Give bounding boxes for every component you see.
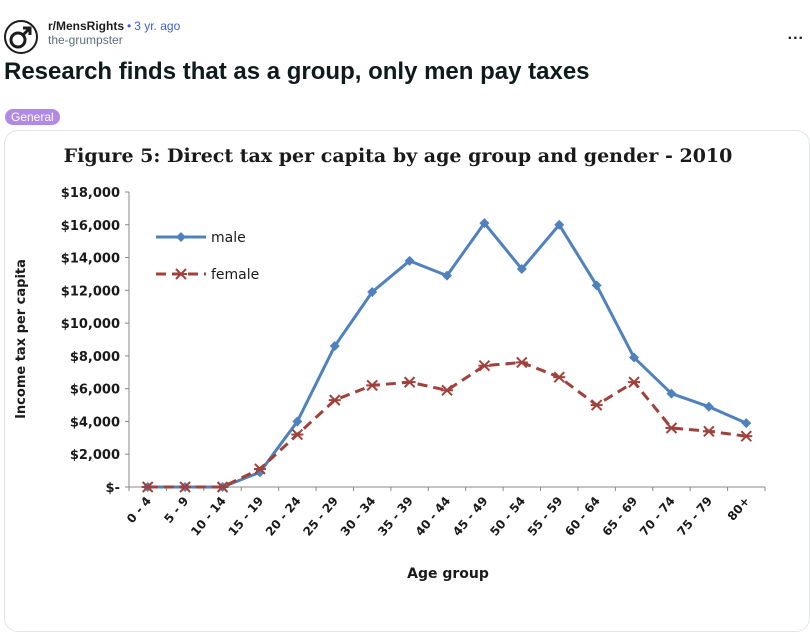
data-point <box>553 371 566 383</box>
series-male <box>142 218 752 492</box>
more-options-button[interactable]: ... <box>787 26 804 43</box>
meta-separator: • <box>127 19 132 33</box>
x-tick-label: 0 - 4 <box>124 494 154 526</box>
y-tick-label: $16,000 <box>61 219 120 234</box>
data-point <box>703 401 714 412</box>
post-meta: r/MensRights • 3 yr. ago the-grumpster <box>48 19 180 47</box>
chart-plot-area <box>141 218 753 493</box>
data-point <box>216 481 229 493</box>
data-point <box>176 232 186 242</box>
data-point <box>329 341 340 352</box>
post-time: 3 yr. ago <box>134 19 181 33</box>
data-point <box>629 352 640 363</box>
y-axis-label: Income tax per capita <box>14 259 29 419</box>
data-point <box>328 394 341 406</box>
data-point <box>702 425 715 437</box>
data-point <box>740 430 753 442</box>
x-tick-label: 70 - 74 <box>637 494 678 539</box>
y-tick-label: $6,000 <box>70 383 120 398</box>
y-tick-label: $2,000 <box>70 448 120 463</box>
data-point <box>441 384 453 397</box>
x-tick-label: 20 - 24 <box>263 494 304 539</box>
x-tick-label: 30 - 34 <box>338 494 379 539</box>
data-point <box>666 388 677 399</box>
data-point <box>367 286 378 297</box>
y-tick-label: $14,000 <box>61 252 120 267</box>
data-point <box>515 356 528 369</box>
subreddit-link[interactable]: r/MensRights <box>48 19 125 33</box>
tax-chart: Figure 5: Direct tax per capita by age g… <box>14 145 766 582</box>
data-point <box>478 360 491 372</box>
x-tick-label: 5 - 9 <box>161 494 191 526</box>
male-symbol-icon[interactable] <box>4 20 38 54</box>
series-line-female <box>147 360 747 489</box>
data-point <box>403 376 416 388</box>
data-point <box>179 481 192 493</box>
data-point <box>175 268 187 280</box>
subreddit-line: r/MensRights • 3 yr. ago <box>48 19 180 33</box>
data-point <box>665 422 678 434</box>
x-tick-label: 80+ <box>725 494 753 524</box>
chart-legend: male female <box>156 230 259 283</box>
data-point <box>141 481 154 493</box>
author-link[interactable]: the-grumpster <box>48 33 123 47</box>
data-point <box>292 416 303 427</box>
x-tick-label: 55 - 59 <box>525 494 566 539</box>
flair-badge[interactable]: General <box>5 109 60 125</box>
y-tick-label: $8,000 <box>70 350 120 365</box>
x-tick-label: 50 - 54 <box>487 494 528 539</box>
x-axis-label: Age group <box>407 566 489 582</box>
data-point <box>479 218 490 229</box>
x-tick-label: 25 - 29 <box>300 494 341 539</box>
data-point <box>741 418 752 429</box>
x-tick-label: 45 - 49 <box>450 494 491 539</box>
data-point <box>516 264 527 275</box>
x-tick-label: 35 - 39 <box>375 494 416 539</box>
y-tick-label: $12,000 <box>61 284 120 299</box>
y-tick-label: $18,000 <box>61 186 120 201</box>
x-tick-label: 75 - 79 <box>674 494 715 539</box>
chart-title: Figure 5: Direct tax per capita by age g… <box>64 145 733 167</box>
media-card[interactable]: Figure 5: Direct tax per capita by age g… <box>4 130 810 632</box>
y-tick-label: $10,000 <box>61 317 120 332</box>
data-point <box>591 280 602 291</box>
data-point <box>590 399 603 411</box>
series-line-male <box>147 221 747 489</box>
data-point <box>291 428 304 441</box>
x-tick-label: 10 - 14 <box>188 494 229 539</box>
data-point <box>554 219 565 230</box>
y-tick-label: $4,000 <box>70 415 120 430</box>
x-tick-label: 65 - 69 <box>600 494 641 539</box>
data-point <box>404 255 415 266</box>
x-tick-label: 60 - 64 <box>562 494 603 539</box>
legend-label-male: male <box>211 230 246 246</box>
post-title[interactable]: Research finds that as a group, only men… <box>4 58 590 85</box>
y-tick-label: $- <box>106 481 120 496</box>
data-point <box>628 376 641 388</box>
x-tick-label: 15 - 19 <box>225 494 266 539</box>
legend-label-female: female <box>211 267 259 283</box>
data-point <box>253 463 266 475</box>
data-point <box>366 379 379 392</box>
series-female <box>141 356 753 493</box>
data-point <box>442 270 452 281</box>
x-tick-label: 40 - 44 <box>413 494 454 539</box>
